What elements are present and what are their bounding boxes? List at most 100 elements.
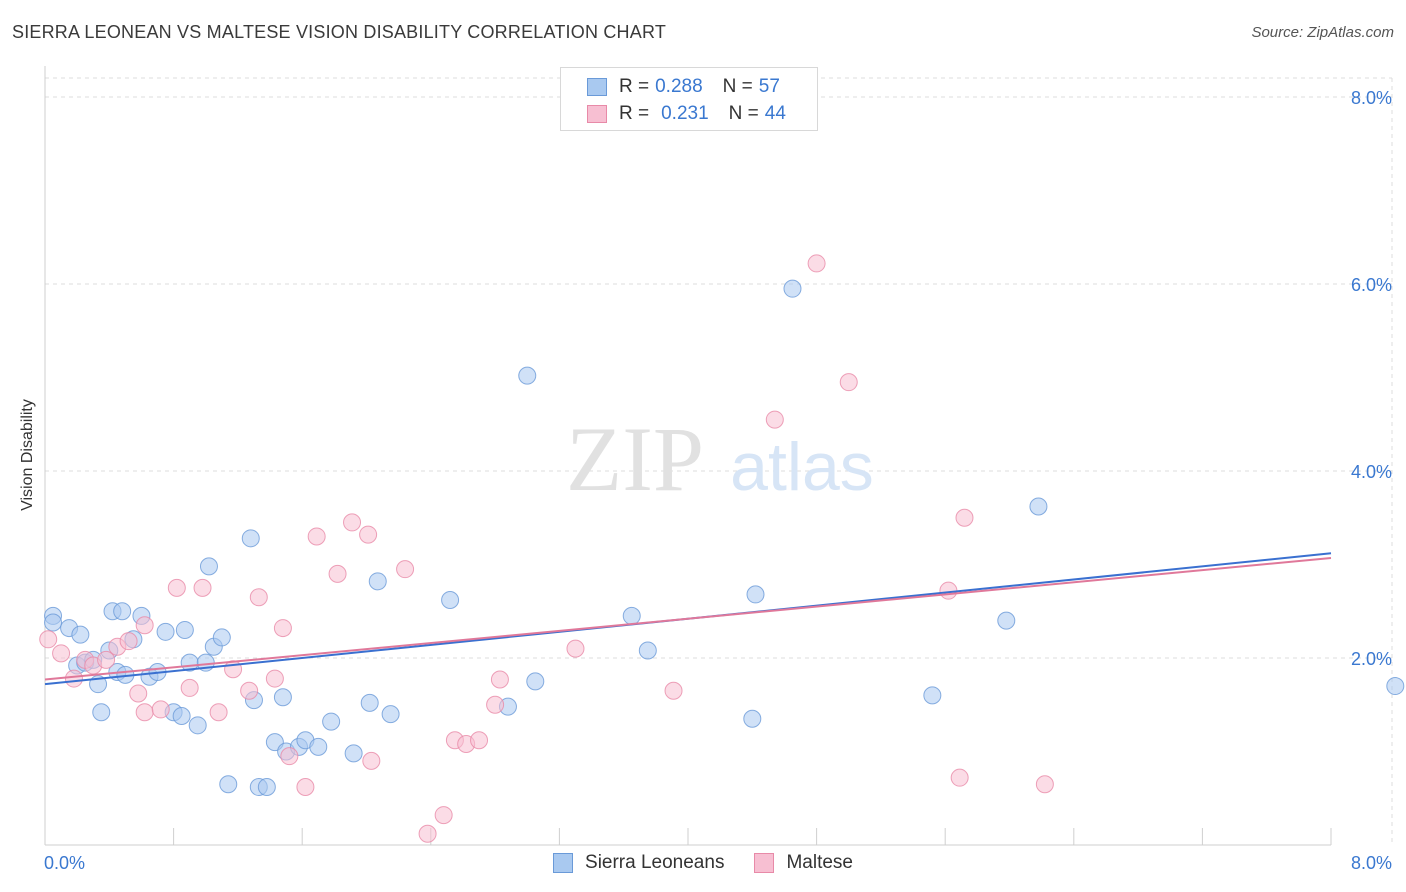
n-value: 57 — [758, 76, 780, 97]
maltese-point — [307, 527, 326, 546]
legend-row-maltese: R = 0.231 N = 44 — [587, 101, 786, 127]
sierra-leonean-point — [188, 716, 207, 735]
maltese-point — [470, 731, 489, 750]
maltese-point — [359, 525, 378, 544]
y-tick-label: 8.0% — [1351, 88, 1392, 108]
watermark-zip: ZIP — [566, 408, 704, 510]
pink-swatch — [587, 105, 607, 123]
maltese-point — [273, 619, 292, 638]
maltese-point — [39, 630, 58, 649]
sierra-leonean-point — [219, 775, 238, 794]
r-value: 0.288 — [655, 76, 703, 97]
maltese-point — [486, 695, 505, 714]
maltese-point — [193, 578, 212, 597]
series-legend: Sierra Leoneans Maltese — [0, 852, 1406, 874]
x-tick-label-right: 8.0% — [1351, 853, 1392, 873]
sierra-leonean-point — [322, 712, 341, 731]
maltese-point — [97, 650, 116, 669]
sierra-leonean-point — [997, 611, 1016, 630]
sierra-leonean-point — [360, 693, 379, 712]
sierra-leonean-point — [923, 686, 942, 705]
maltese-point — [209, 703, 228, 722]
legend-item-maltese[interactable]: Maltese — [754, 852, 853, 874]
sierra-leonean-point — [212, 628, 231, 647]
sierra-leonean-point — [638, 641, 657, 660]
maltese-point — [280, 747, 299, 766]
legend-label: Maltese — [786, 852, 853, 873]
sierra-leonean-point — [518, 366, 537, 385]
y-tick-label: 4.0% — [1351, 462, 1392, 482]
gridlines — [45, 77, 1393, 845]
sierra-leonean-point — [156, 622, 175, 641]
sierra-leonean-point — [1029, 497, 1048, 516]
sierra-leonean-point — [44, 613, 63, 632]
sierra-leonean-point — [273, 688, 292, 707]
n-label: N = — [728, 103, 759, 124]
sierra-leonean-point — [257, 778, 276, 797]
sierra-leonean-point — [368, 572, 387, 591]
maltese-point — [490, 670, 509, 689]
sierra-leonean-point — [172, 706, 191, 725]
correlation-legend: R = 0.288 N = 57 R = 0.231 N = 44 — [560, 67, 818, 131]
maltese-point — [328, 564, 347, 583]
sierra-leonean-point — [381, 705, 400, 724]
maltese-point — [240, 681, 259, 700]
r-label: R = — [619, 76, 650, 97]
sierra-leonean-point — [1386, 677, 1405, 696]
maltese-point — [135, 616, 154, 635]
maltese-point — [296, 778, 315, 797]
maltese-point — [151, 700, 170, 719]
maltese-point — [1035, 775, 1054, 794]
maltese-point — [955, 508, 974, 527]
maltese-point — [950, 768, 969, 787]
r-value: 0.231 — [661, 103, 709, 124]
sierra-leonean-point — [746, 585, 765, 604]
n-label: N = — [722, 76, 753, 97]
sierra-leonean-point — [441, 591, 460, 610]
sierra-leonean-point — [199, 557, 218, 576]
maltese-point — [396, 560, 415, 579]
maltese-point — [129, 684, 148, 703]
sierra-leonean-point — [622, 606, 641, 625]
maltese-point — [839, 373, 858, 392]
pink-swatch — [754, 853, 775, 873]
maltese-point — [265, 669, 284, 688]
maltese-point — [434, 806, 453, 825]
maltese-point — [765, 410, 784, 429]
y-tick-label: 6.0% — [1351, 275, 1392, 295]
legend-row-sierra-leoneans: R = 0.288 N = 57 — [587, 74, 780, 100]
sierra-leonean-point — [175, 620, 194, 639]
maltese-point — [664, 681, 683, 700]
sierra-leonean-point — [71, 625, 90, 644]
x-tick-label-left: 0.0% — [44, 853, 85, 873]
sierra-leonean-point — [92, 703, 111, 722]
maltese-point — [180, 678, 199, 697]
data-points — [39, 254, 1405, 843]
r-label: R = — [619, 103, 650, 124]
n-value: 44 — [764, 103, 786, 124]
y-tick-label: 2.0% — [1351, 649, 1392, 669]
maltese-point — [418, 824, 437, 843]
sierra-leonean-point — [241, 529, 260, 548]
watermark-atlas: atlas — [730, 429, 874, 505]
maltese-point — [343, 513, 362, 532]
trend-lines — [44, 552, 1332, 686]
sierra-leonean-point — [344, 744, 363, 763]
tick-labels: 2.0% 4.0% 6.0% 8.0% 0.0% 8.0% — [44, 88, 1392, 873]
maltese-point — [807, 254, 826, 273]
maltese-point — [566, 639, 585, 658]
sierra-leonean-point — [526, 672, 545, 691]
maltese-point — [167, 578, 186, 597]
sierra-leonean-point — [783, 279, 802, 298]
watermark: ZIP atlas — [566, 408, 874, 510]
source-credit: Source: ZipAtlas.com — [1251, 24, 1394, 41]
sierra-leonean-point — [113, 602, 132, 621]
legend-item-sierra-leoneans[interactable]: Sierra Leoneans — [553, 852, 724, 874]
maltese-point — [362, 751, 381, 770]
maltese-point — [249, 588, 268, 607]
maltese-point — [119, 632, 138, 651]
blue-swatch — [587, 78, 607, 96]
chart-title: SIERRA LEONEAN VS MALTESE VISION DISABIL… — [12, 22, 667, 42]
legend-label: Sierra Leoneans — [585, 852, 725, 873]
